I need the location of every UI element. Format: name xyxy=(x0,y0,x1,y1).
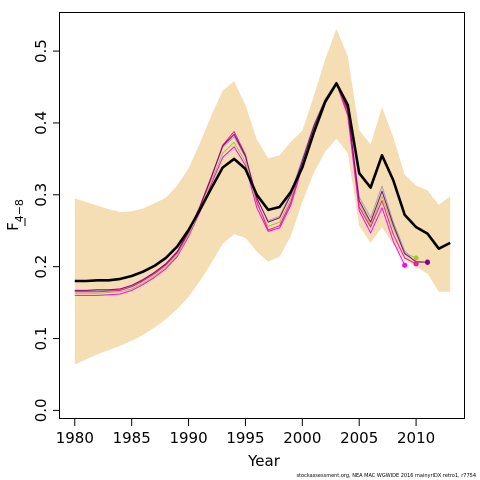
y-axis-title-base: F xyxy=(4,222,22,231)
main-estimate-layer xyxy=(74,82,451,283)
y-tick-label: 0.2 xyxy=(32,255,50,279)
footer-caption: stockassessment.org, NEA MAC WGWIDE 2016… xyxy=(296,473,476,479)
y-axis-title-subscript: 4−8 xyxy=(13,199,26,222)
endpoint-marker-2 xyxy=(413,255,419,261)
endpoint-marker-4 xyxy=(413,261,419,267)
retro-series-line-4 xyxy=(74,82,417,293)
endpoint-marker-1 xyxy=(402,262,408,268)
x-tick-label: 1990 xyxy=(169,429,207,447)
endpoint-marker-5 xyxy=(424,259,431,265)
y-axis: 0.0 0.1 0.2 0.3 0.4 0.5 xyxy=(32,39,60,422)
x-tick-label: 2005 xyxy=(340,429,378,447)
x-axis: 1980 1985 1990 1995 2000 2005 2010 xyxy=(56,419,435,447)
svg-text:F4−8: F4−8 xyxy=(4,199,26,231)
x-tick-label: 1985 xyxy=(113,429,151,447)
y-tick-label: 0.5 xyxy=(32,39,50,63)
x-tick-label: 2010 xyxy=(397,429,435,447)
confidence-band-layer xyxy=(74,28,451,365)
y-tick-label: 0.0 xyxy=(32,398,50,422)
y-axis-title: F4−8 xyxy=(4,199,26,231)
plot-frame xyxy=(59,12,465,419)
x-tick-label: 1995 xyxy=(226,429,264,447)
retro-series-line-5 xyxy=(74,82,428,291)
endpoint-markers-layer xyxy=(402,255,431,268)
y-tick-label: 0.1 xyxy=(32,327,50,351)
confidence-band xyxy=(74,28,451,365)
y-tick-label: 0.3 xyxy=(32,183,50,207)
x-tick-label: 1980 xyxy=(56,429,94,447)
retrospective-lines-layer xyxy=(74,81,428,296)
y-tick-label: 0.4 xyxy=(32,111,50,135)
x-tick-label: 2000 xyxy=(283,429,321,447)
x-axis-title: Year xyxy=(247,452,281,470)
main-series-line xyxy=(74,82,451,283)
